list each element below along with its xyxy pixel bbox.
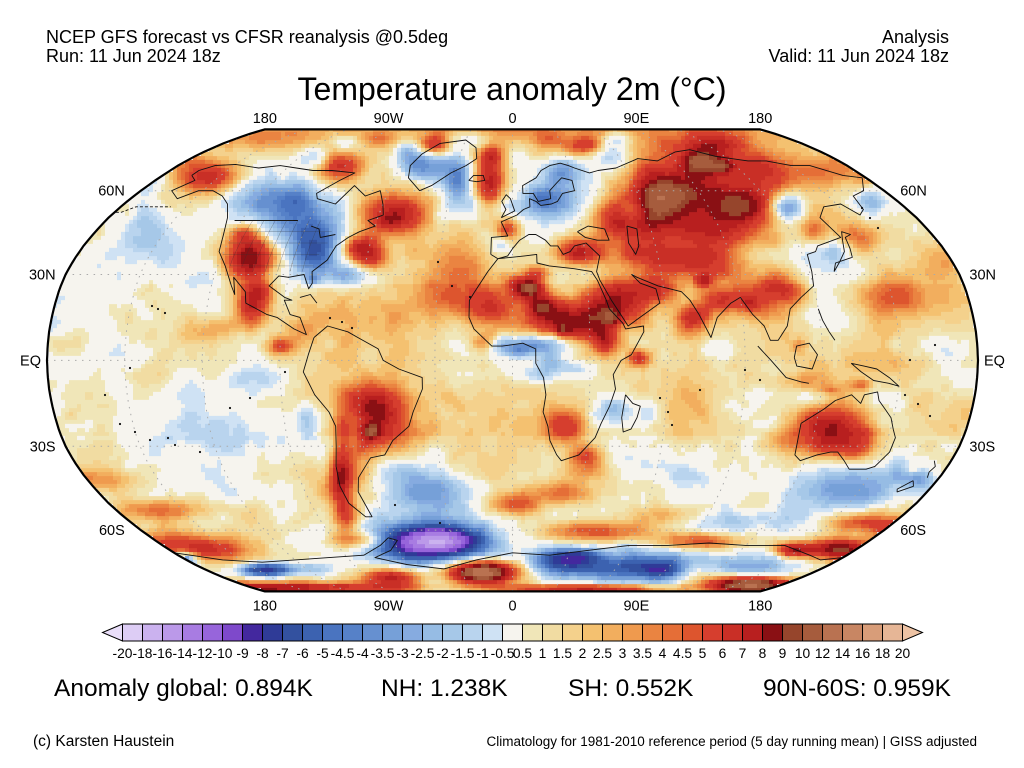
svg-text:30S: 30S	[969, 439, 995, 455]
svg-text:-16: -16	[153, 646, 173, 661]
svg-text:10: 10	[795, 646, 811, 661]
svg-text:-4.5: -4.5	[331, 646, 355, 661]
svg-text:180: 180	[748, 598, 772, 614]
svg-text:180: 180	[253, 111, 277, 127]
svg-text:60S: 60S	[99, 523, 125, 539]
svg-text:16: 16	[855, 646, 871, 661]
svg-text:7: 7	[739, 646, 747, 661]
svg-text:-1.5: -1.5	[451, 646, 475, 661]
svg-text:20: 20	[895, 646, 911, 661]
svg-text:2: 2	[579, 646, 587, 661]
svg-text:-8: -8	[256, 646, 269, 661]
svg-text:-12: -12	[193, 646, 213, 661]
svg-text:-10: -10	[213, 646, 233, 661]
svg-text:-3: -3	[396, 646, 409, 661]
svg-text:14: 14	[835, 646, 851, 661]
svg-text:-20: -20	[113, 646, 133, 661]
svg-text:9: 9	[779, 646, 787, 661]
svg-text:90W: 90W	[374, 111, 404, 127]
svg-text:-5: -5	[316, 646, 329, 661]
svg-text:0: 0	[508, 111, 516, 127]
svg-text:-6: -6	[296, 646, 309, 661]
svg-text:-7: -7	[276, 646, 288, 661]
svg-text:30N: 30N	[969, 268, 996, 284]
svg-text:1.5: 1.5	[553, 646, 573, 661]
svg-text:0: 0	[508, 598, 516, 614]
svg-text:5: 5	[699, 646, 707, 661]
svg-text:-2.5: -2.5	[411, 646, 435, 661]
svg-text:-4: -4	[356, 646, 369, 661]
svg-text:-1: -1	[476, 646, 488, 661]
svg-text:2.5: 2.5	[593, 646, 613, 661]
svg-text:-2: -2	[436, 646, 448, 661]
svg-text:EQ: EQ	[984, 353, 1005, 369]
svg-text:-9: -9	[236, 646, 249, 661]
svg-text:18: 18	[875, 646, 891, 661]
svg-text:8: 8	[759, 646, 767, 661]
svg-text:EQ: EQ	[20, 353, 41, 369]
svg-text:3: 3	[619, 646, 627, 661]
svg-text:3.5: 3.5	[633, 646, 653, 661]
svg-text:12: 12	[815, 646, 830, 661]
svg-text:30S: 30S	[30, 439, 56, 455]
svg-text:60S: 60S	[900, 523, 926, 539]
svg-text:180: 180	[253, 598, 277, 614]
svg-text:4: 4	[659, 646, 667, 661]
svg-text:6: 6	[719, 646, 727, 661]
svg-text:-18: -18	[133, 646, 153, 661]
svg-text:60N: 60N	[900, 184, 927, 200]
svg-text:1: 1	[539, 646, 547, 661]
svg-text:-14: -14	[173, 646, 193, 661]
svg-text:90E: 90E	[623, 598, 649, 614]
svg-text:-0.5: -0.5	[491, 646, 515, 661]
svg-text:0.5: 0.5	[513, 646, 533, 661]
svg-text:-3.5: -3.5	[371, 646, 395, 661]
svg-text:180: 180	[748, 111, 772, 127]
svg-text:30N: 30N	[29, 268, 56, 284]
svg-text:60N: 60N	[98, 184, 125, 200]
svg-text:90W: 90W	[374, 598, 404, 614]
svg-text:90E: 90E	[623, 111, 649, 127]
svg-text:4.5: 4.5	[673, 646, 693, 661]
